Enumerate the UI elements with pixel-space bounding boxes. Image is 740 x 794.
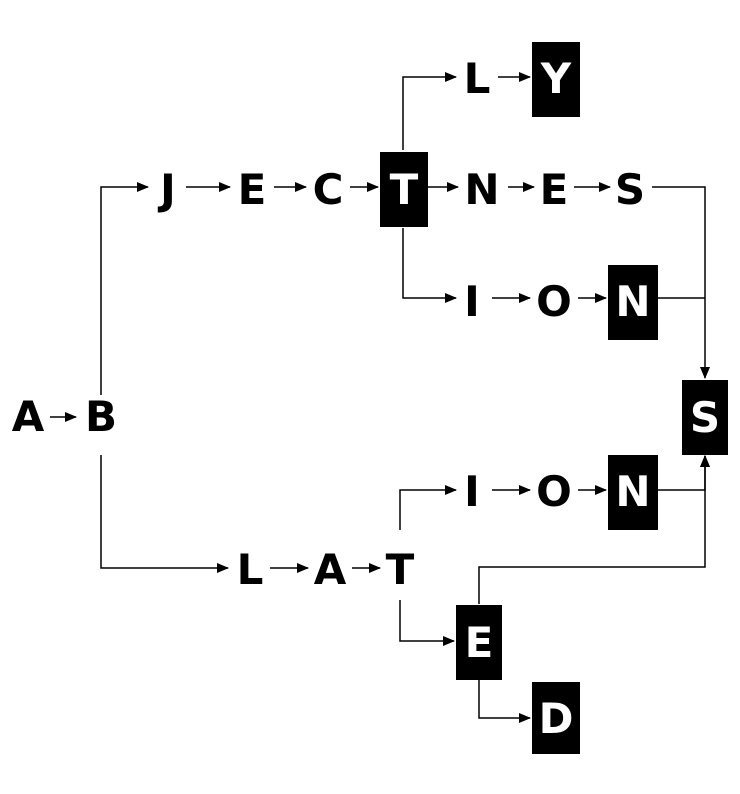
edge-s-to-final-s (652, 186, 710, 379)
node-l: L (236, 545, 264, 594)
node-t: T (385, 545, 415, 594)
node-d-terminal: D (538, 694, 574, 743)
node-o: O (536, 277, 572, 326)
node-i: I (464, 277, 480, 326)
node-s: S (614, 165, 646, 214)
terminal-box-y (532, 42, 580, 117)
node-i: I (464, 467, 480, 516)
edge-t-l (402, 72, 457, 150)
node-l: L (463, 54, 491, 103)
terminal-box-n-lower (608, 455, 658, 530)
node-e: E (237, 165, 267, 214)
edge-b-l (100, 455, 229, 573)
terminal-box-e (456, 605, 502, 680)
edge-t-e (399, 600, 455, 646)
node-e: E (539, 165, 569, 214)
node-o: O (536, 467, 572, 516)
node-a: A (313, 545, 347, 594)
edge-e-d (478, 680, 531, 723)
node-j: J (160, 165, 176, 214)
edge-b-j (100, 182, 149, 395)
node-n-terminal: N (615, 467, 651, 516)
terminal-box-s-final (682, 380, 728, 455)
node-t-terminal: T (389, 165, 419, 214)
edge-t-i-lower (399, 485, 457, 530)
node-c: C (312, 165, 344, 214)
node-y-terminal: Y (540, 54, 572, 103)
edge-t-i-upper (402, 228, 457, 303)
terminal-box-d (532, 682, 580, 754)
node-n: N (464, 165, 500, 214)
node-a: A (11, 392, 45, 441)
terminal-box-t (380, 152, 428, 227)
node-s-terminal: S (689, 393, 721, 442)
edge-n-lower-to-final-s (658, 455, 710, 491)
node-n-terminal: N (615, 277, 651, 326)
node-e-terminal: E (464, 618, 494, 667)
node-b: B (84, 392, 118, 441)
edge-e-to-final-s (478, 455, 710, 604)
terminal-box-n-upper (608, 265, 658, 340)
